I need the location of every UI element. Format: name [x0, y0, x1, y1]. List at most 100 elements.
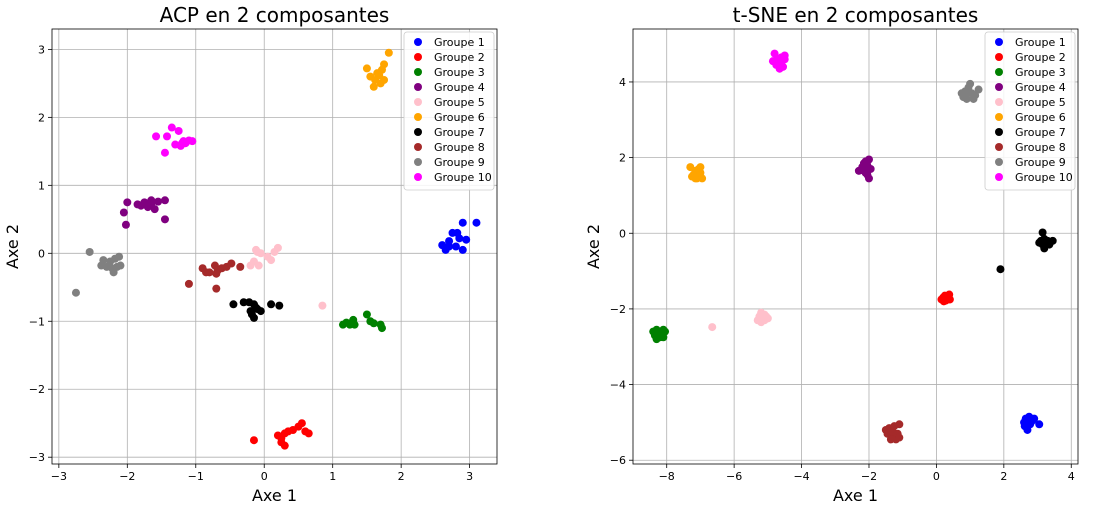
data-point [462, 235, 471, 244]
data-point [71, 288, 80, 297]
data-point [458, 245, 467, 254]
legend-label: Groupe 10 [1015, 171, 1073, 184]
legend-marker [414, 38, 422, 46]
data-point [205, 268, 214, 277]
legend-label: Groupe 6 [1015, 111, 1066, 124]
data-point [152, 132, 161, 141]
legend-marker [995, 128, 1003, 136]
x-tick-label: −6 [726, 470, 742, 483]
data-point [277, 438, 286, 447]
chart-title: ACP en 2 composantes [160, 3, 390, 27]
data-point [757, 318, 766, 327]
legend-box [403, 31, 495, 191]
data-point [150, 205, 159, 214]
data-point [1048, 236, 1057, 245]
x-tick-label: 2 [398, 470, 405, 483]
data-point [886, 435, 895, 444]
legend-label: Groupe 2 [1015, 51, 1066, 64]
data-point [121, 220, 130, 229]
legend-label: Groupe 10 [434, 171, 492, 184]
data-point [347, 318, 356, 327]
data-point [249, 436, 258, 445]
legend-marker [414, 68, 422, 76]
data-point [708, 323, 717, 332]
legend-box [984, 31, 1076, 191]
data-point [962, 94, 971, 103]
data-point [160, 196, 169, 205]
data-point [236, 262, 245, 271]
y-tick-label: 0 [619, 227, 626, 240]
data-point [369, 319, 378, 328]
x-tick-label: 1 [329, 470, 336, 483]
x-tick-label: 0 [261, 470, 268, 483]
legend-label: Groupe 3 [1015, 66, 1066, 79]
y-tick-label: 4 [619, 76, 626, 89]
y-tick-label: −4 [610, 379, 626, 392]
legend-label: Groupe 5 [434, 96, 485, 109]
data-point [267, 300, 276, 309]
legend-label: Groupe 7 [434, 126, 485, 139]
legend: Groupe 1 Groupe 2 Groupe 3 Groupe 4 Groupe 5… [984, 31, 1076, 191]
data-point [267, 256, 276, 265]
legend-label: Groupe 9 [434, 156, 485, 169]
x-tick-label: −1 [188, 470, 204, 483]
data-point [453, 228, 462, 237]
data-point [438, 241, 447, 250]
data-point [654, 327, 663, 336]
data-point [696, 163, 705, 172]
legend-marker [414, 173, 422, 181]
data-point [895, 420, 904, 429]
y-tick-label: 2 [38, 111, 45, 124]
legend-marker [995, 83, 1003, 91]
data-point [178, 139, 187, 148]
data-point [147, 196, 156, 205]
data-point [380, 60, 389, 69]
legend-label: Groupe 8 [434, 141, 485, 154]
data-point [174, 126, 183, 135]
data-point [227, 259, 236, 268]
data-point [119, 208, 128, 217]
data-point [691, 174, 700, 183]
data-point [861, 157, 870, 166]
data-point [304, 429, 313, 438]
data-point [1030, 414, 1039, 423]
legend-marker [414, 98, 422, 106]
data-point [1035, 420, 1044, 429]
legend-marker [995, 98, 1003, 106]
data-point [458, 218, 467, 227]
data-point [275, 301, 284, 310]
legend-label: Groupe 8 [1015, 141, 1066, 154]
legend-label: Groupe 1 [434, 36, 485, 49]
data-point [1035, 238, 1044, 247]
legend-marker [995, 113, 1003, 121]
legend-label: Groupe 9 [1015, 156, 1066, 169]
data-point [254, 261, 263, 270]
y-axis-label: Axe 2 [3, 224, 22, 269]
y-tick-label: 3 [38, 43, 45, 56]
legend-marker [414, 113, 422, 121]
legend-marker [414, 128, 422, 136]
legend-label: Groupe 5 [1015, 96, 1066, 109]
data-point [167, 123, 176, 132]
data-point [229, 300, 238, 309]
data-point [760, 310, 769, 319]
x-tick-label: 4 [1068, 470, 1075, 483]
data-point [369, 82, 378, 91]
y-tick-label: −3 [29, 451, 45, 464]
data-point [652, 335, 661, 344]
data-point [659, 333, 668, 342]
x-tick-label: 3 [466, 470, 473, 483]
data-point [362, 64, 371, 73]
x-tick-label: −2 [119, 470, 135, 483]
data-point [974, 85, 983, 94]
data-point [239, 298, 248, 307]
y-tick-label: −2 [29, 383, 45, 396]
x-tick-label: −8 [659, 470, 675, 483]
legend-marker [995, 38, 1003, 46]
data-point [1038, 228, 1047, 237]
data-point [1040, 244, 1049, 253]
data-point [318, 301, 327, 310]
y-tick-label: −2 [610, 303, 626, 316]
y-axis-label: Axe 2 [584, 224, 603, 269]
